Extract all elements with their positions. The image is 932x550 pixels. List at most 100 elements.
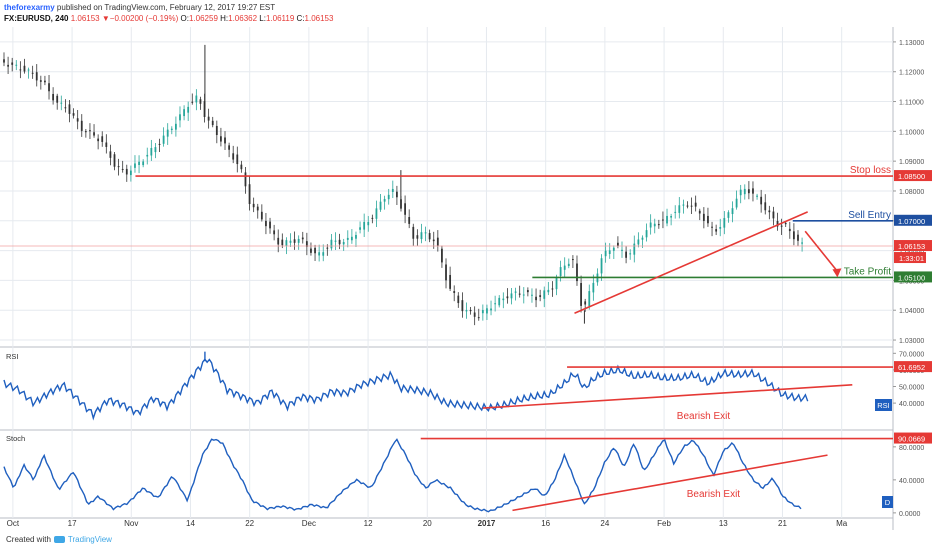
candle-body [355, 235, 357, 239]
x-tick-label: Dec [302, 519, 316, 528]
candle-body [125, 168, 128, 175]
candle-body [285, 240, 288, 246]
publish-info: theforexarmy published on TradingView.co… [4, 3, 275, 12]
tradingview-brand[interactable]: TradingView [67, 535, 112, 544]
candle-body [273, 230, 276, 235]
candle-body [666, 215, 668, 224]
stoch-badge[interactable] [882, 496, 893, 508]
level-badge-label: 1.07000 [898, 217, 925, 226]
last-price-value: 1.06153 [70, 14, 100, 23]
candle-body [350, 236, 353, 241]
level-badge-label: 1.05100 [898, 273, 925, 282]
candle-body [756, 195, 758, 197]
candle-body [97, 138, 100, 142]
stoch-line [3, 438, 802, 513]
rsi-line [3, 358, 809, 421]
stoch-y-tick-label: 40.0000 [899, 478, 924, 485]
projection-arrow-shaft [804, 230, 839, 272]
candle-body [113, 154, 116, 167]
candle-body [170, 128, 173, 130]
candle-body [694, 202, 697, 207]
candle-body [510, 293, 513, 299]
candle-body [788, 228, 791, 232]
candle-body [506, 296, 509, 299]
candle-body [138, 161, 140, 165]
candle-body [27, 69, 30, 71]
rsi-y-tick-label: 70.0000 [899, 351, 924, 358]
open-label: O: [180, 14, 189, 23]
candle-body [31, 72, 34, 74]
candle-body [281, 239, 284, 246]
candle-body [305, 241, 308, 247]
candle-body [657, 224, 660, 226]
symbol-info: FX:EURUSD, 240 1.06153 ▼−0.00200 (−0.19%… [4, 14, 333, 23]
rsi-trendline[interactable] [482, 384, 853, 409]
countdown-label: 1:33:01 [899, 254, 924, 263]
x-tick-label: Ma [836, 519, 848, 528]
level-badge [894, 214, 932, 226]
candle-body [670, 216, 673, 218]
high-value: 1.06362 [228, 14, 258, 23]
candle-body [604, 250, 607, 257]
y-tick-label: 1.09000 [899, 159, 924, 166]
candle-body [735, 198, 738, 208]
y-tick-label: 1.11000 [899, 100, 924, 107]
stoch-trendline[interactable] [512, 454, 828, 512]
publisher-name[interactable]: theforexarmy [4, 3, 55, 12]
candle-body [64, 107, 67, 109]
candle-body [780, 225, 783, 227]
candle-body [731, 208, 734, 215]
candle-body [375, 208, 378, 219]
rsi-badge[interactable] [875, 399, 892, 411]
x-tick-label: Oct [7, 519, 20, 528]
candle-body [797, 234, 799, 241]
candle-body [432, 239, 435, 242]
support-trendline[interactable] [574, 211, 808, 314]
candle-body [416, 235, 419, 239]
candle-body [477, 317, 480, 319]
candle-body [154, 147, 157, 153]
candle-body [792, 231, 795, 240]
candle-body [580, 283, 582, 306]
candle-body [346, 237, 349, 240]
candle-body [293, 239, 296, 243]
candle-body [297, 238, 300, 243]
candle-body [539, 295, 542, 297]
candle-body [48, 83, 50, 92]
candle-body [768, 210, 771, 213]
candle-body [179, 114, 181, 121]
projection-arrow-head [832, 268, 842, 278]
candle-body [269, 221, 271, 229]
x-tick-label: 21 [778, 519, 787, 528]
candle-body [535, 296, 537, 301]
candle-body [52, 93, 55, 101]
candle-body [338, 239, 341, 245]
level-text-sell-entry: Sell Entry [848, 210, 891, 221]
candle-body [371, 217, 374, 219]
candle-body [236, 154, 239, 165]
candle-body [19, 69, 22, 71]
candle-body [359, 227, 361, 230]
candle-body [11, 62, 14, 65]
candle-body [146, 154, 149, 157]
candle-body [72, 113, 75, 116]
candle-body [698, 210, 701, 214]
candle-body [518, 293, 521, 295]
candle-body [445, 264, 447, 281]
x-tick-label: Nov [124, 519, 138, 528]
candle-body [150, 147, 153, 156]
candle-body [551, 288, 554, 290]
last-price-badge-label: 1.06153 [898, 242, 925, 251]
candle-body [396, 191, 398, 198]
candle-body [633, 243, 636, 255]
symbol-label[interactable]: FX:EURUSD, 240 [4, 14, 69, 23]
candle-body [420, 232, 423, 240]
candle-body [252, 203, 255, 208]
stoch-annotation: Bearish Exit [687, 489, 741, 500]
level-text-stop-loss: Stop loss [850, 165, 891, 176]
candle-body [723, 218, 726, 228]
candle-body [637, 239, 640, 245]
candle-body [404, 203, 406, 215]
candle-body [23, 65, 26, 72]
